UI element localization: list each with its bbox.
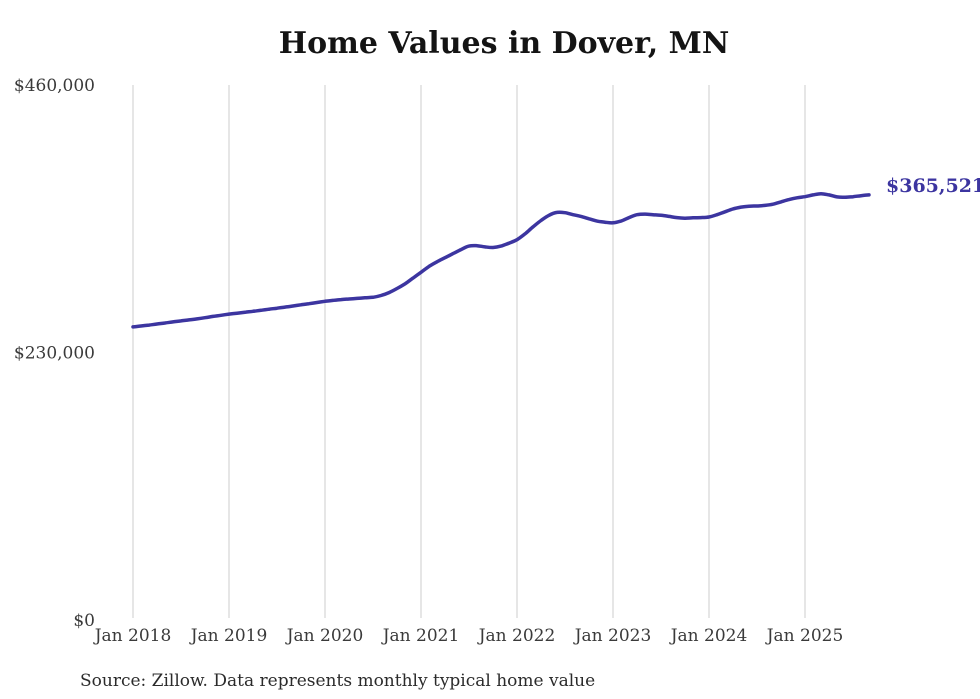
y-axis-tick-labels: $460,000 $230,000 $0 xyxy=(14,76,95,631)
x-tick-label: Jan 2022 xyxy=(477,626,556,646)
x-tick-label: Jan 2025 xyxy=(765,626,844,646)
x-tick-label: Jan 2020 xyxy=(285,626,364,646)
source-note: Source: Zillow. Data represents monthly … xyxy=(80,671,595,691)
gridlines xyxy=(132,85,806,618)
x-tick-label: Jan 2021 xyxy=(381,626,460,646)
chart-title: Home Values in Dover, MN xyxy=(279,26,730,61)
x-tick-label: Jan 2023 xyxy=(573,626,652,646)
x-axis-tick-labels: Jan 2018 Jan 2019 Jan 2020 Jan 2021 Jan 2022… xyxy=(93,626,844,646)
x-tick-label: Jan 2019 xyxy=(189,626,268,646)
y-tick-label: $460,000 xyxy=(14,76,95,96)
x-tick-label: Jan 2018 xyxy=(93,626,172,646)
latest-value-label: $365,521 xyxy=(886,175,980,197)
y-tick-label: $230,000 xyxy=(14,344,95,364)
home-value-line-series xyxy=(131,191,871,329)
y-tick-label: $0 xyxy=(73,611,95,631)
x-tick-label: Jan 2024 xyxy=(669,626,748,646)
